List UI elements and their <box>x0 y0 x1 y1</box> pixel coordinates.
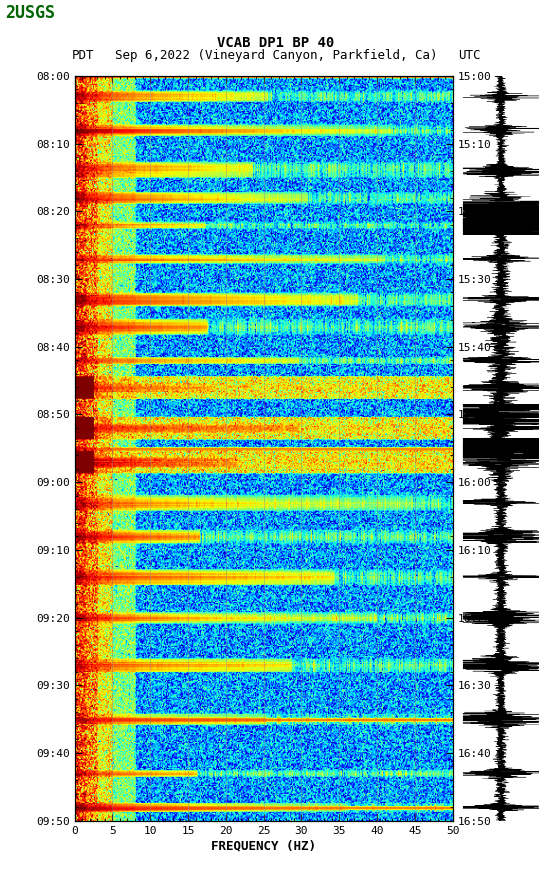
Text: Sep 6,2022 (Vineyard Canyon, Parkfield, Ca): Sep 6,2022 (Vineyard Canyon, Parkfield, … <box>115 49 437 62</box>
X-axis label: FREQUENCY (HZ): FREQUENCY (HZ) <box>211 839 316 853</box>
Text: 2USGS: 2USGS <box>6 4 56 22</box>
Text: PDT: PDT <box>72 49 94 62</box>
Text: UTC: UTC <box>458 49 480 62</box>
Text: VCAB DP1 BP 40: VCAB DP1 BP 40 <box>217 36 335 50</box>
